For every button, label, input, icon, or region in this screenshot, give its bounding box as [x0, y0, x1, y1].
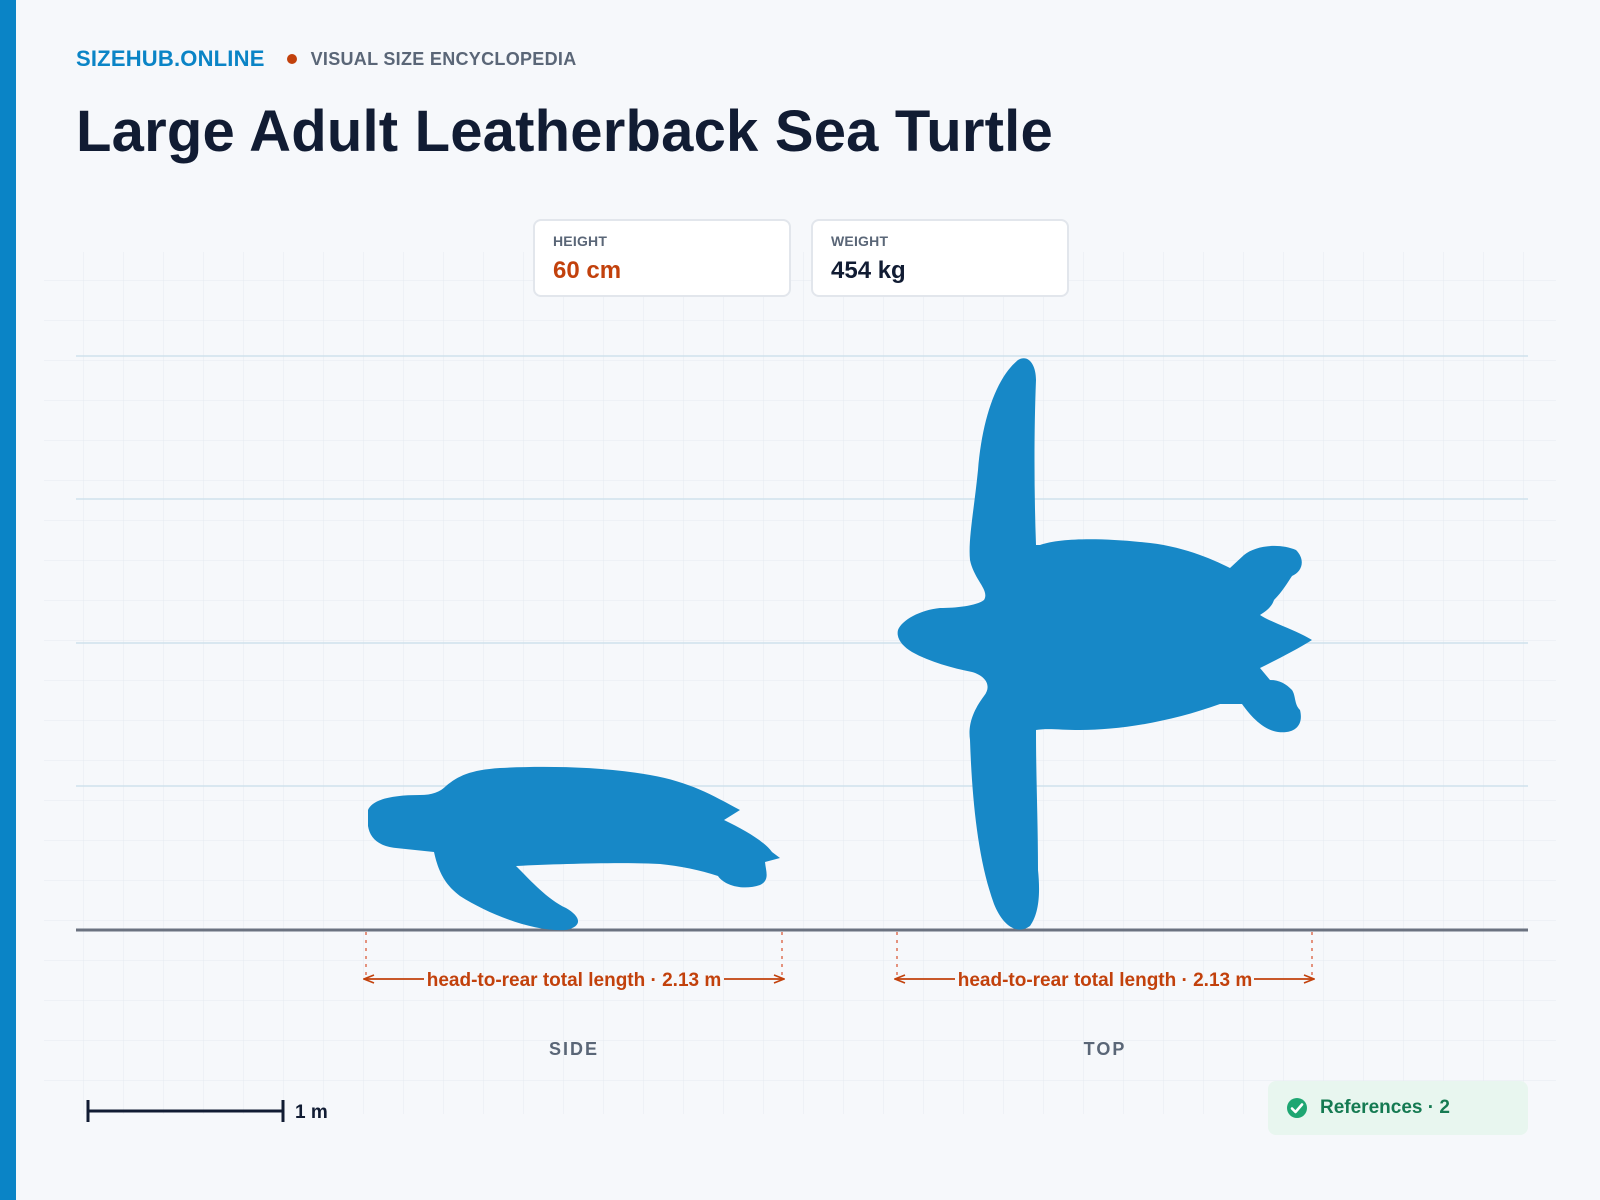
top-length-measure: head-to-rear total length · 2.13 m: [895, 932, 1314, 991]
separator-dot: [286, 54, 297, 64]
check-circle-icon: [1287, 1098, 1307, 1118]
weight-label: WEIGHT: [831, 233, 889, 249]
scale-bar: 1 m: [86, 1100, 328, 1123]
references-label: References · 2: [1320, 1097, 1450, 1118]
side-length-measure: head-to-rear total length · 2.13 m: [364, 932, 784, 991]
page-title: Large Adult Leatherback Sea Turtle: [76, 99, 1053, 164]
brand-accent-bar: [0, 0, 16, 1200]
brand-link[interactable]: SIZEHUB.ONLINE: [76, 46, 265, 71]
references-button[interactable]: References · 2: [1268, 1081, 1528, 1135]
brand-tagline: VISUAL SIZE ENCYCLOPEDIA: [310, 48, 577, 69]
height-label: HEIGHT: [553, 233, 608, 249]
height-stat-card: HEIGHT 60 cm: [533, 219, 791, 297]
turtle-side-silhouette: [368, 766, 780, 931]
scale-bar-label: 1 m: [295, 1102, 328, 1123]
turtle-top-silhouette: [897, 358, 1312, 930]
weight-value: 454 kg: [831, 257, 906, 284]
top-length-label: head-to-rear total length · 2.13 m: [958, 970, 1253, 991]
height-value: 60 cm: [553, 257, 622, 284]
side-length-label: head-to-rear total length · 2.13 m: [427, 970, 722, 991]
top-view-label: TOP: [1084, 1039, 1127, 1059]
background-grid: [44, 252, 1556, 1114]
weight-stat-card: WEIGHT 454 kg: [811, 219, 1069, 297]
side-view-label: SIDE: [549, 1039, 599, 1059]
site-header: SIZEHUB.ONLINE VISUAL SIZE ENCYCLOPEDIA: [76, 46, 577, 72]
